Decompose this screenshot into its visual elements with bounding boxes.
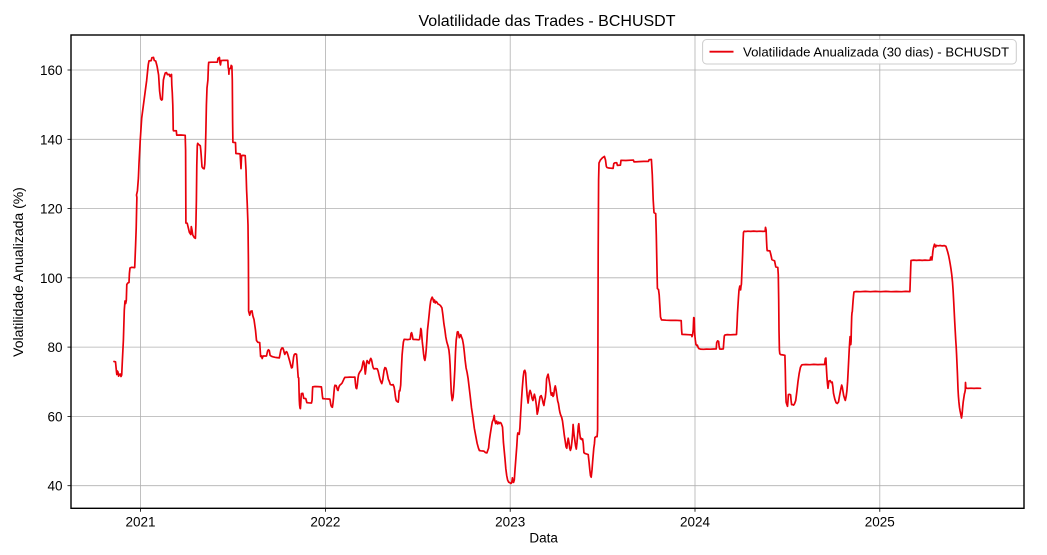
- svg-text:Volatilidade Anualizada (%): Volatilidade Anualizada (%): [10, 187, 26, 357]
- svg-text:2023: 2023: [495, 515, 525, 530]
- svg-text:2024: 2024: [680, 515, 711, 530]
- svg-text:Data: Data: [529, 531, 558, 546]
- svg-text:140: 140: [40, 132, 63, 147]
- svg-text:2025: 2025: [865, 515, 895, 530]
- svg-text:2022: 2022: [310, 515, 340, 530]
- svg-text:120: 120: [40, 202, 63, 217]
- svg-text:100: 100: [40, 271, 63, 286]
- svg-text:40: 40: [47, 479, 62, 494]
- svg-text:Volatilidade Anualizada (30 di: Volatilidade Anualizada (30 dias) - BCHU…: [743, 45, 1009, 60]
- svg-text:80: 80: [47, 340, 62, 355]
- svg-text:2021: 2021: [125, 515, 155, 530]
- svg-text:Volatilidade das Trades - BCHU: Volatilidade das Trades - BCHUSDT: [419, 13, 676, 30]
- svg-text:160: 160: [40, 63, 63, 78]
- svg-text:60: 60: [47, 409, 62, 424]
